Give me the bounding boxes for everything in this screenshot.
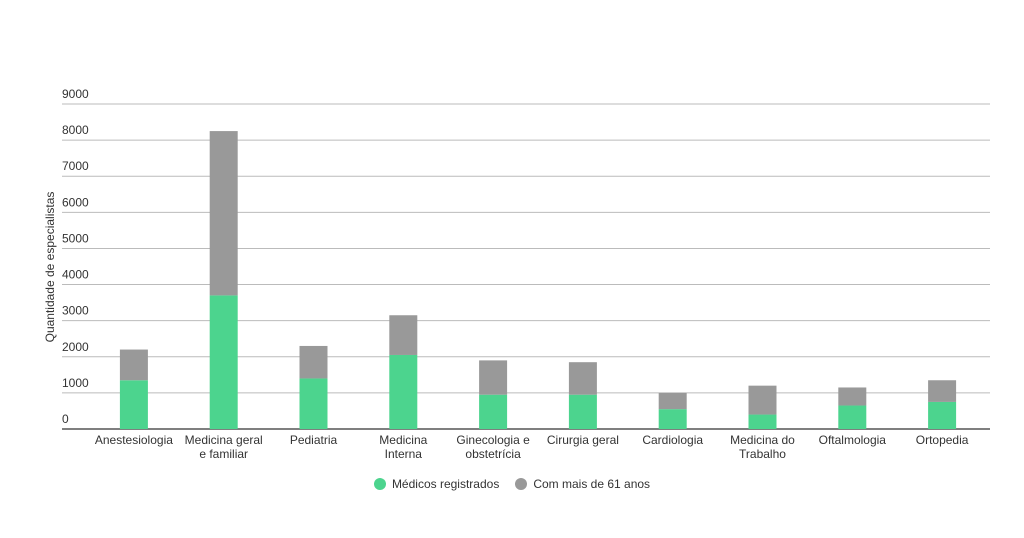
x-tick-label: Cardiologia xyxy=(642,433,704,447)
bar-segment xyxy=(658,392,687,410)
bar-segment xyxy=(568,394,597,429)
legend-item: Médicos registrados xyxy=(373,477,500,491)
bar-segment xyxy=(748,414,777,429)
legend-label: Médicos registrados xyxy=(391,477,500,491)
legend-swatch xyxy=(515,478,528,490)
bar-segment xyxy=(838,387,867,406)
x-tick-label: Medicina do Trabalho xyxy=(730,433,795,461)
x-tick-label: Ginecologia e obstetrícia xyxy=(456,433,530,461)
bar-segment xyxy=(119,349,148,381)
bar-segment xyxy=(928,401,957,429)
bar-segment xyxy=(928,380,957,402)
x-tick-label: Medicina geral e familiar xyxy=(184,433,263,461)
bar-segment xyxy=(479,394,508,429)
bar-segment xyxy=(389,354,418,429)
y-tick-label: 7000 xyxy=(62,159,89,173)
x-tick-label: Oftalmologia xyxy=(818,433,886,447)
x-tick-label: Pediatria xyxy=(289,433,338,447)
y-tick-label: 3000 xyxy=(62,304,89,318)
bar-segment xyxy=(838,405,867,429)
x-tick-label: Anestesiologia xyxy=(94,433,173,447)
bar-segment xyxy=(748,385,777,415)
y-tick-label: 6000 xyxy=(62,195,89,209)
bar-segment xyxy=(299,345,328,379)
bar-segment xyxy=(389,315,418,355)
legend-swatch xyxy=(373,478,386,490)
y-tick-label: 2000 xyxy=(62,340,89,354)
bar-segment xyxy=(479,360,508,395)
bar-segment xyxy=(209,295,238,429)
y-tick-label: 0 xyxy=(62,412,69,426)
bar-segment xyxy=(658,409,687,429)
y-tick-label: 8000 xyxy=(62,123,89,137)
bar-segment xyxy=(299,378,328,429)
y-tick-label: 1000 xyxy=(62,376,89,390)
y-tick-label: 4000 xyxy=(62,268,89,282)
legend-label: Com mais de 61 anos xyxy=(533,477,651,491)
y-tick-label: 5000 xyxy=(62,231,89,245)
y-axis-title: Quantidade de especialistas xyxy=(43,192,57,343)
bar-segment xyxy=(209,131,238,296)
x-tick-label: Medicina Interna xyxy=(379,433,428,461)
legend: Médicos registrados Com mais de 61 anos xyxy=(0,477,1024,491)
x-tick-label: Cirurgia geral xyxy=(546,433,619,447)
bar-segment xyxy=(568,362,597,395)
legend-item: Com mais de 61 anos xyxy=(515,477,650,491)
x-tick-label: Ortopedia xyxy=(915,433,969,447)
bar-segment xyxy=(119,380,148,429)
y-tick-label: 9000 xyxy=(62,87,89,101)
